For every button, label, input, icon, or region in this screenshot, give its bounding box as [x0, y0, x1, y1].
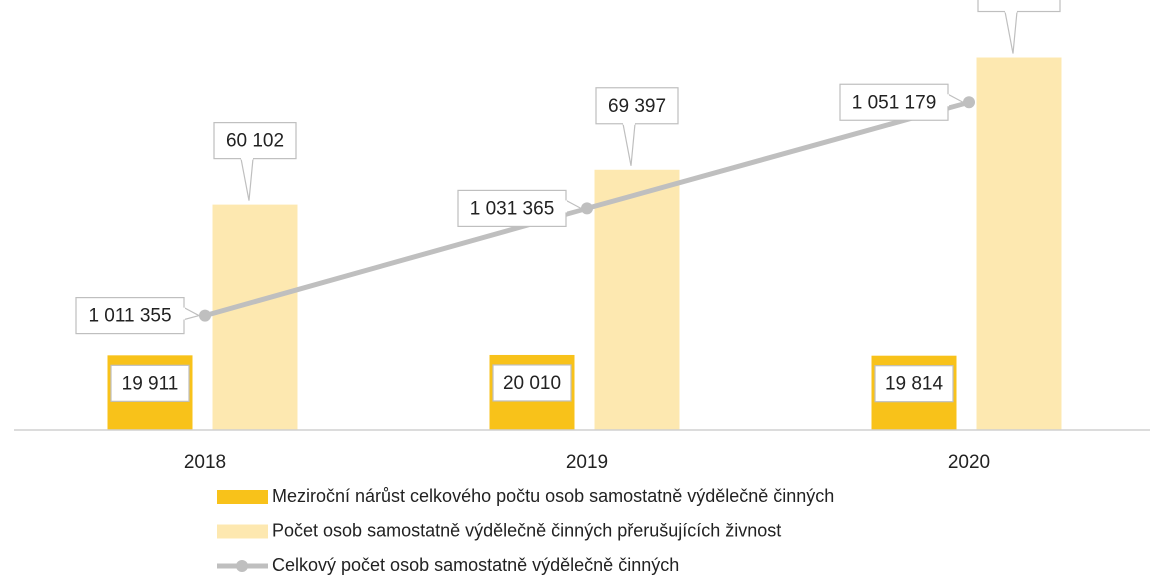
- x-tick-label: 2019: [566, 452, 608, 473]
- data-label: 69 397: [608, 96, 666, 117]
- data-label: 19 911: [122, 373, 179, 394]
- x-tick-label: 2018: [184, 452, 226, 473]
- data-label: 99 329: [990, 0, 1048, 5]
- legend-swatch: [236, 560, 248, 572]
- label-box: [874, 365, 954, 403]
- data-label: 1 051 179: [852, 92, 937, 113]
- legend-swatch: [217, 524, 268, 539]
- legend-label: Celkový počet osob samostatně výdělečně …: [272, 555, 679, 575]
- data-label: 60 102: [226, 131, 284, 152]
- callout-pointer: [183, 306, 201, 321]
- bar: [212, 204, 298, 430]
- line-marker: [963, 96, 975, 109]
- label-box: [492, 364, 572, 402]
- line-marker: [581, 202, 593, 215]
- legend-swatch: [217, 490, 268, 504]
- x-tick-label: 2020: [948, 452, 990, 473]
- bar: [594, 169, 680, 431]
- data-label: 20 010: [503, 373, 561, 394]
- label-box: [977, 0, 1061, 13]
- label-box: [213, 122, 297, 160]
- bar: [976, 57, 1062, 431]
- legend-label: Počet osob samostatně výdělečně činných …: [272, 520, 781, 540]
- label-box: [839, 83, 949, 121]
- data-label: 19 814: [885, 374, 944, 395]
- callout-pointer: [240, 158, 254, 201]
- data-label: 1 031 365: [470, 198, 555, 219]
- data-label: 1 011 355: [88, 306, 171, 327]
- callout-pointer: [622, 123, 636, 166]
- line-marker: [199, 309, 211, 322]
- label-box: [595, 87, 679, 125]
- label-box: [110, 364, 190, 402]
- label-box: [75, 296, 185, 335]
- callout-pointer: [1004, 10, 1018, 54]
- legend-label: Meziroční nárůst celkového počtu osob sa…: [272, 486, 834, 506]
